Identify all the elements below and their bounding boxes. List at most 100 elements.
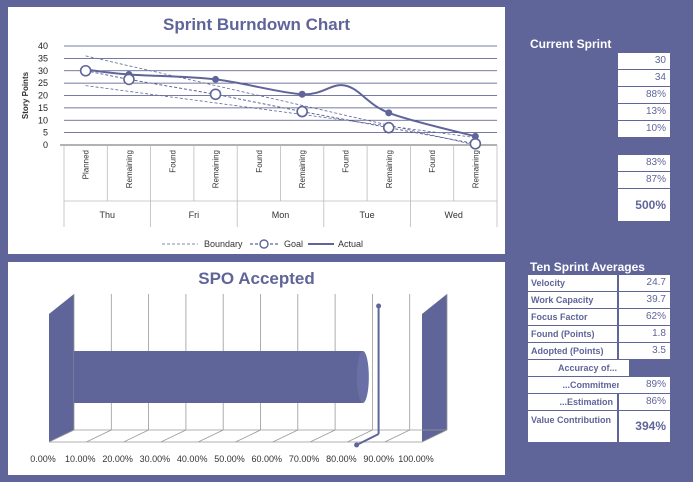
legend-goal-marker [259, 239, 269, 249]
x-category-label: Found [168, 150, 177, 173]
actual-point [212, 75, 220, 83]
x-group-label: Tue [360, 210, 375, 220]
spo-tick-label: 30.00% [140, 454, 171, 464]
spo-tick-label: 100.00% [398, 454, 434, 464]
x-group-label: Thu [100, 210, 116, 220]
current-sprint-value: 10% [618, 121, 670, 138]
commitment-value: 89% [619, 377, 670, 393]
velocity-value: 24.7 [619, 275, 670, 291]
spo-floor-line [384, 429, 410, 443]
focus-factor-label: Focus Factor [528, 309, 617, 325]
spo-floor-line [160, 429, 187, 443]
spo-tick-label: 60.00% [252, 454, 283, 464]
x-category-label: Remaining [125, 150, 134, 188]
spo-tick-label: 0.00% [30, 454, 56, 464]
spo-floor-line [86, 429, 112, 443]
spo-tick-label: 80.00% [326, 454, 357, 464]
goal-point [209, 88, 222, 101]
x-category-label: Found [341, 150, 350, 173]
spo-floor-line [198, 429, 224, 443]
estimation-label: ...Estimation [528, 394, 617, 410]
burndown-chart-plot: 0 5 10 15 20 25 30 35 40 Story Points Planned Remai… [21, 41, 498, 249]
spo-chart-title: SPO Accepted [198, 269, 315, 288]
goal-point [79, 64, 92, 77]
spo-target-leg [356, 433, 380, 446]
spo-floor-line [347, 429, 373, 443]
found-points-label: Found (Points) [528, 326, 617, 342]
y-tick-label: 20 [38, 91, 48, 101]
x-group-label: Mon [272, 210, 290, 220]
adopted-points-label: Adopted (Points) [528, 343, 617, 359]
spo-tick-label: 70.00% [289, 454, 320, 464]
spo-chart-plot: 0.00% 10.00% 20.00% 30.00% 40.00% 50.00% 60.00… [30, 294, 448, 464]
actual-line [85, 68, 476, 138]
current-sprint-value: 87% [618, 172, 670, 189]
spo-tick-label: 20.00% [102, 454, 133, 464]
y-tick-label: 35 [38, 53, 48, 63]
commitment-label: ...Commitment [528, 377, 629, 393]
spo-target-base [354, 442, 360, 448]
spo-floor-line [272, 429, 298, 443]
legend-actual-label: Actual [338, 239, 363, 249]
current-sprint-highlight: 500% [618, 189, 670, 221]
spo-floor-line [235, 429, 261, 443]
y-axis-label: Story Points [21, 71, 30, 119]
goal-point [469, 137, 482, 150]
goal-point [296, 105, 308, 118]
goal-point [123, 73, 135, 86]
current-sprint-value: 13% [618, 104, 670, 121]
work-capacity-label: Work Capacity [528, 292, 617, 308]
value-contribution-label: Value Contribution [528, 411, 617, 442]
spo-tick-label: 10.00% [65, 454, 96, 464]
velocity-label: Velocity [528, 275, 617, 291]
goal-point [382, 121, 395, 134]
adopted-points-value: 3.5 [619, 343, 670, 359]
left-wall [49, 294, 74, 442]
y-tick-label: 0 [43, 140, 48, 150]
focus-factor-value: 62% [619, 309, 670, 325]
goal-line [85, 70, 476, 145]
current-sprint-value: 83% [618, 155, 670, 172]
y-tick-label: 5 [43, 128, 48, 138]
actual-point [471, 132, 479, 140]
legend-goal-label: Goal [284, 239, 303, 249]
burndown-chart-panel: Sprint Burndown Chart 0 5 10 15 20 25 30 35 40 St… [8, 7, 505, 254]
found-points-value: 1.8 [619, 326, 670, 342]
x-category-label: Remaining [298, 150, 307, 188]
boundary-line [85, 55, 476, 146]
averages-title: Ten Sprint Averages [530, 260, 645, 274]
boundary-line [85, 85, 476, 138]
y-tick-label: 25 [38, 78, 48, 88]
current-sprint-title: Current Sprint [530, 37, 612, 51]
spo-tick-label: 90.00% [363, 454, 394, 464]
x-category-label: Found [428, 150, 437, 173]
estimation-value: 86% [619, 394, 670, 410]
actual-point [298, 90, 306, 98]
spo-floor-line [421, 429, 448, 443]
current-sprint-value: 88% [618, 87, 670, 104]
spo-target-top [376, 303, 382, 309]
value-contribution-value: 394% [619, 411, 670, 442]
y-tick-label: 40 [38, 41, 48, 51]
actual-point [385, 109, 393, 117]
legend-boundary-label: Boundary [204, 239, 243, 249]
accuracy-label: Accuracy of... [528, 360, 629, 376]
work-capacity-value: 39.7 [619, 292, 670, 308]
spo-tick-label: 50.00% [214, 454, 245, 464]
spo-floor-line [309, 429, 336, 443]
x-group-label: Fri [189, 210, 200, 220]
x-category-label: Remaining [385, 150, 394, 188]
x-category-label: Remaining [471, 150, 480, 188]
spo-floor-line [123, 429, 149, 443]
spo-bar [74, 351, 363, 403]
x-group-label: Wed [445, 210, 463, 220]
x-category-label: Planned [82, 150, 91, 179]
spo-bar-end [356, 351, 369, 403]
current-sprint-value: 34 [618, 70, 670, 87]
y-tick-label: 15 [38, 103, 48, 113]
spo-tick-label: 40.00% [177, 454, 208, 464]
y-tick-label: 30 [38, 66, 48, 76]
y-tick-label: 10 [38, 115, 48, 125]
right-wall [422, 294, 447, 442]
burndown-chart-title: Sprint Burndown Chart [163, 15, 350, 34]
